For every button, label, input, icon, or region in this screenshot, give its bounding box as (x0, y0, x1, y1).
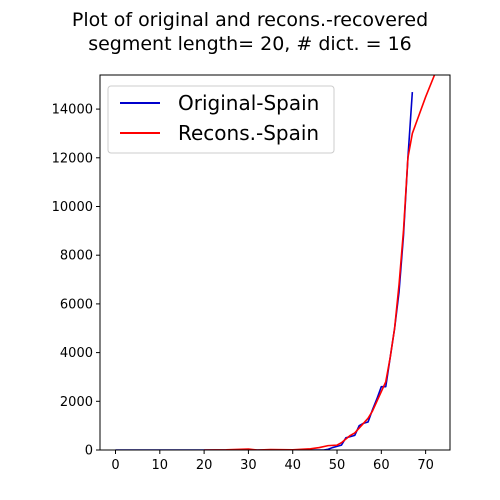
y-tick-label: 2000 (60, 395, 93, 410)
legend-label-original: Original-Spain (178, 91, 319, 115)
x-tick-label: 60 (373, 458, 390, 473)
x-tick-label: 0 (111, 458, 119, 473)
axes-frame (99, 74, 451, 451)
y-tick-label: 8000 (60, 249, 93, 264)
legend-frame (107, 85, 335, 154)
y-tick-label: 10000 (52, 200, 93, 215)
y-tick-label: 6000 (60, 297, 93, 312)
chart-title-line-1: Plot of original and recons.-recovered (72, 9, 428, 31)
x-tick-label: 40 (284, 458, 301, 473)
x-tick-label: 70 (417, 458, 434, 473)
chart-title-line-2: segment length= 20, # dict. = 16 (88, 33, 412, 55)
y-tick-label: 4000 (60, 346, 93, 361)
axes: 0 10 20 30 40 50 60 70 0 2000 4000 6000 8000 10000 120… (52, 74, 451, 473)
y-tick-label: 12000 (52, 151, 93, 166)
x-tick-label: 30 (240, 458, 257, 473)
y-tick-label: 0 (85, 444, 93, 459)
legend: Original-Spain Recons.-Spain (107, 85, 335, 154)
x-tick-label: 20 (196, 458, 213, 473)
x-tick-label: 50 (329, 458, 346, 473)
x-tick-label: 10 (152, 458, 169, 473)
y-tick-label: 14000 (52, 103, 93, 118)
legend-label-recons: Recons.-Spain (178, 121, 319, 145)
